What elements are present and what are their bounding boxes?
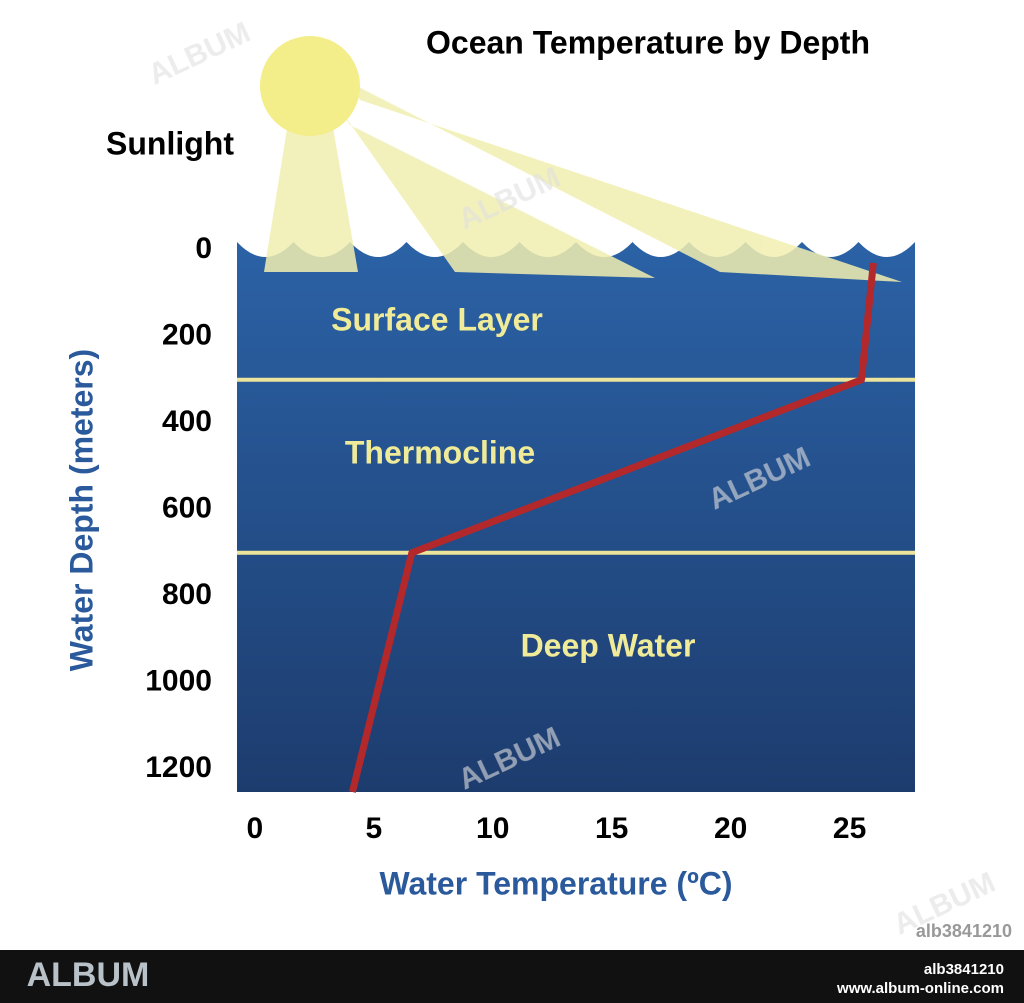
y-tick-label: 1000 xyxy=(145,664,212,697)
image-id: alb3841210 xyxy=(916,921,1012,941)
x-tick-label: 0 xyxy=(246,812,263,845)
sun-rays xyxy=(264,80,902,282)
x-tick-label: 10 xyxy=(476,812,509,845)
x-tick-label: 5 xyxy=(365,812,382,845)
ray xyxy=(330,95,655,278)
temperature-line xyxy=(348,262,877,793)
annotation: Sunlight xyxy=(106,125,234,161)
y-axis-label: Water Depth (meters) xyxy=(63,349,99,671)
x-tick-label: 15 xyxy=(595,812,628,845)
layer-label: Thermocline xyxy=(345,434,535,470)
x-tick-label: 20 xyxy=(714,812,747,845)
ray xyxy=(264,110,358,272)
y-tick-label: 800 xyxy=(162,578,212,611)
layer-label: Deep Water xyxy=(521,627,696,663)
sun xyxy=(260,36,360,136)
x-tick-label: 25 xyxy=(833,812,866,845)
footer-site: www.album-online.com xyxy=(836,980,1004,997)
footer-bar xyxy=(0,950,1024,1003)
y-tick-label: 200 xyxy=(162,318,212,351)
footer-logo: ALBUM xyxy=(27,956,150,994)
chart-title: Ocean Temperature by Depth xyxy=(426,24,870,60)
y-tick-label: 600 xyxy=(162,491,212,524)
footer-id: alb3841210 xyxy=(924,961,1004,978)
y-tick-label: 400 xyxy=(162,405,212,438)
watermark: ALBUM xyxy=(143,16,255,92)
y-tick-label: 0 xyxy=(195,232,212,265)
y-tick-label: 1200 xyxy=(145,751,212,784)
layer-label: Surface Layer xyxy=(331,301,543,337)
x-axis-label: Water Temperature (ºC) xyxy=(379,865,732,901)
